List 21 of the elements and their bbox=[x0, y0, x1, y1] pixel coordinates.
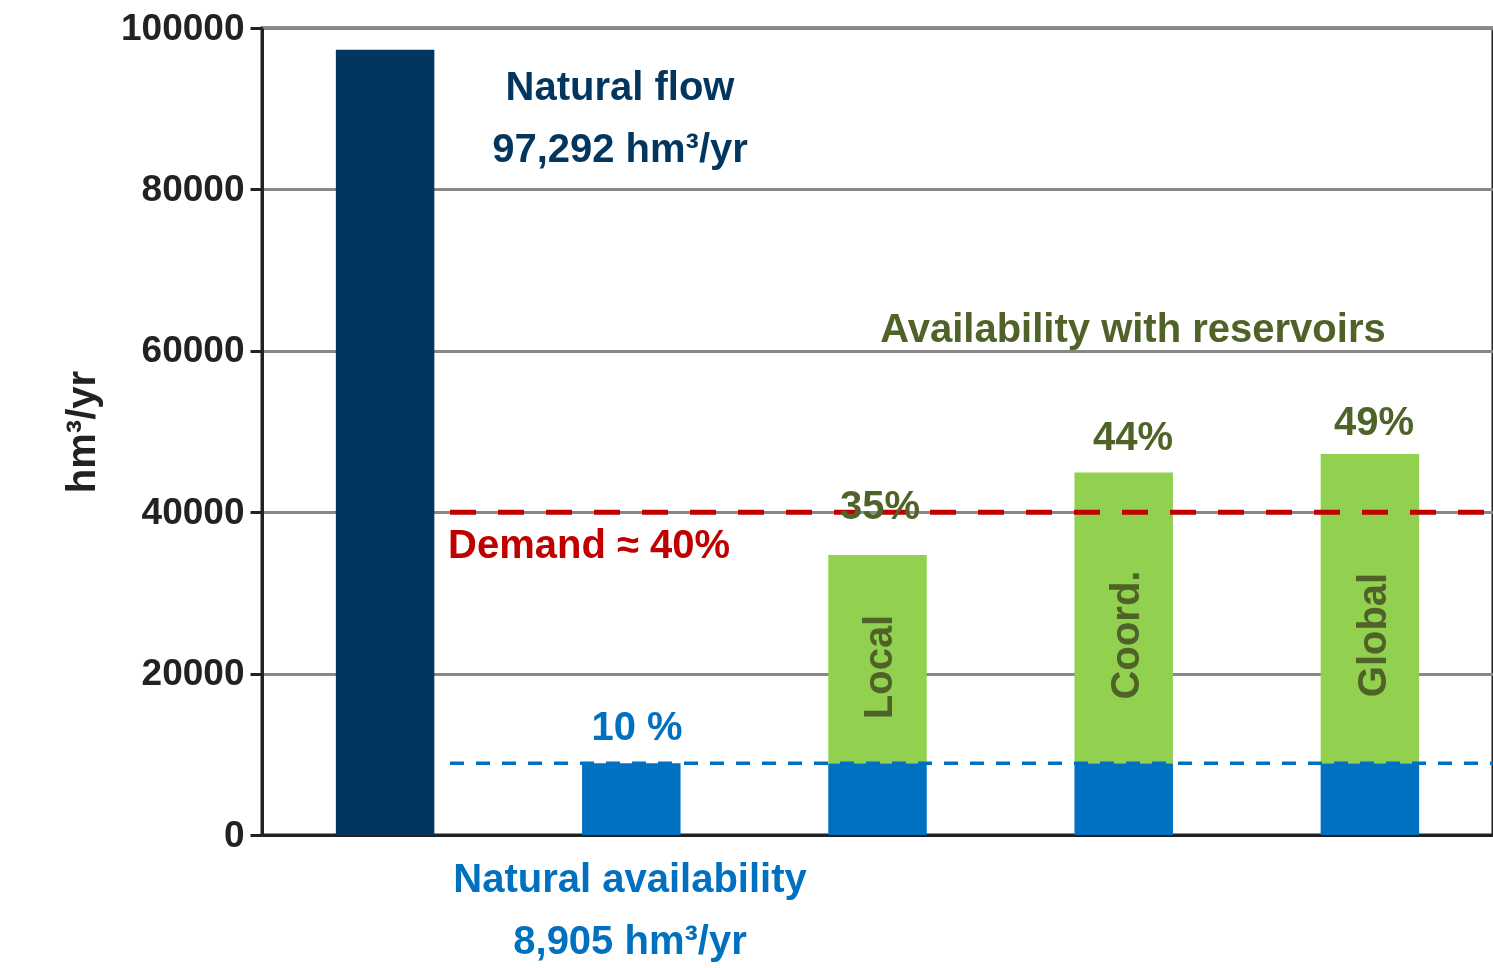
bar bbox=[828, 554, 927, 764]
ref-line-label: Demand ≈ 40% bbox=[448, 522, 731, 567]
bar bbox=[1074, 472, 1173, 764]
y-tick-label: 100000 bbox=[121, 6, 245, 48]
y-tick-label: 40000 bbox=[141, 490, 245, 532]
bar bbox=[335, 49, 435, 835]
annotation: 10 % bbox=[591, 704, 683, 748]
y-tick-label: 80000 bbox=[141, 167, 245, 209]
annotation: Natural flow 97,292 hm³/yr bbox=[492, 64, 748, 170]
y-axis-title: hm³/yr bbox=[59, 370, 104, 494]
annotation: Availability with reservoirs bbox=[880, 306, 1386, 350]
y-tick-label: 60000 bbox=[141, 329, 245, 371]
text: Natural availability 8,905 hm³/yr bbox=[453, 856, 808, 962]
y-tick-label: 0 bbox=[223, 813, 245, 855]
annotation: 49% bbox=[1333, 399, 1415, 443]
y-tick-label: 20000 bbox=[141, 652, 245, 694]
annotation: Coord. bbox=[1103, 570, 1147, 700]
annotation: Local bbox=[856, 614, 900, 720]
annotation: Global bbox=[1350, 572, 1394, 698]
annotation: 44% bbox=[1092, 414, 1174, 458]
bar bbox=[1320, 454, 1420, 764]
